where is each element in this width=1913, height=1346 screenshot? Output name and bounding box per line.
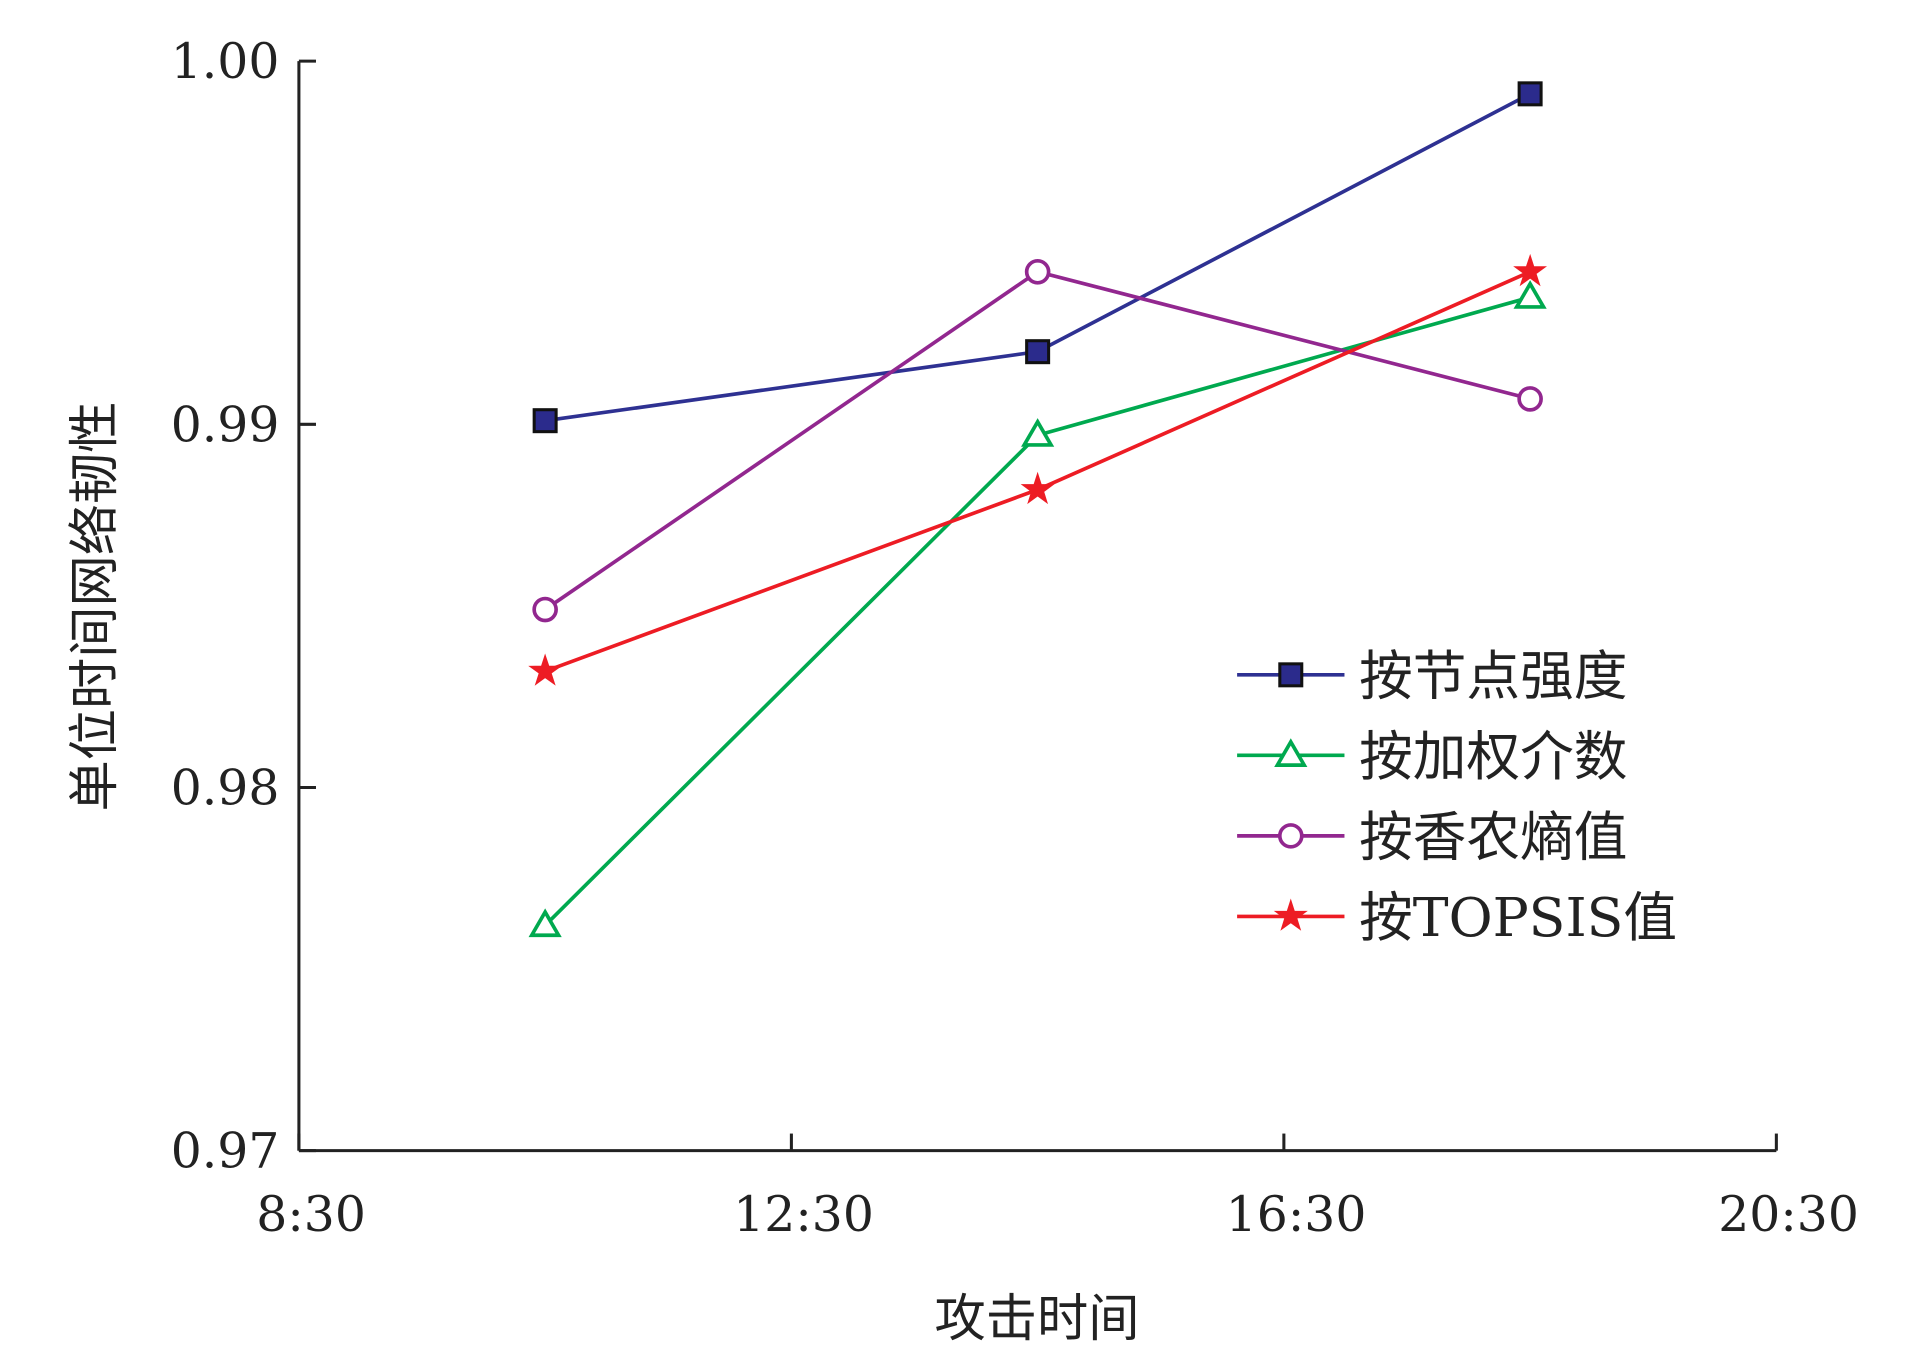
- y-tick-label: 1.00: [171, 33, 280, 90]
- axes: 8:30 12:30 16:30 20:30 0.97 0.98 0.99 1.00: [171, 33, 1859, 1243]
- circle-marker: [532, 596, 558, 623]
- legend-label: 按节点强度: [1359, 644, 1627, 707]
- star-marker: [1020, 471, 1055, 505]
- x-tick-label: 12:30: [733, 1186, 874, 1243]
- legend-item: 按TOPSIS值: [1237, 886, 1677, 949]
- triangle-marker: [528, 908, 562, 938]
- series-square: [532, 81, 1543, 434]
- y-tick-label: 0.98: [171, 760, 280, 817]
- y-tick-label: 0.97: [171, 1123, 280, 1180]
- y-axis-label: 单位时间网络韧性: [65, 402, 125, 812]
- y-tick-label: 0.99: [171, 396, 280, 453]
- legend-item: 按节点强度: [1237, 644, 1627, 707]
- series-line: [544, 270, 1531, 674]
- square-marker: [1025, 339, 1051, 365]
- x-tick-label: 8:30: [256, 1186, 366, 1243]
- x-axis-label: 攻击时间: [935, 1289, 1140, 1346]
- triangle-marker: [1021, 418, 1055, 447]
- triangle-marker: [1274, 738, 1308, 767]
- star-marker: [1273, 898, 1308, 931]
- circle-marker: [1517, 386, 1543, 412]
- series-circle: [532, 258, 1543, 623]
- square-marker: [1517, 81, 1543, 107]
- star-marker: [528, 653, 563, 686]
- x-tick-label: 16:30: [1226, 1186, 1367, 1243]
- square-marker: [1278, 662, 1304, 688]
- triangle-marker: [1513, 280, 1547, 309]
- legend-label: 按TOPSIS值: [1359, 886, 1677, 949]
- x-tick-label: 20:30: [1718, 1186, 1859, 1243]
- legend-label: 按加权介数: [1359, 725, 1627, 788]
- circle-marker: [1277, 823, 1304, 849]
- legend-item: 按香农熵值: [1237, 805, 1627, 868]
- series-line: [544, 92, 1532, 423]
- series-group: [528, 81, 1548, 938]
- square-marker: [532, 408, 558, 434]
- legend-label: 按香农熵值: [1359, 805, 1627, 868]
- star-marker: [1513, 253, 1548, 287]
- legend-item: 按加权介数: [1237, 725, 1627, 788]
- series-star: [528, 253, 1548, 686]
- circle-marker: [1024, 258, 1051, 285]
